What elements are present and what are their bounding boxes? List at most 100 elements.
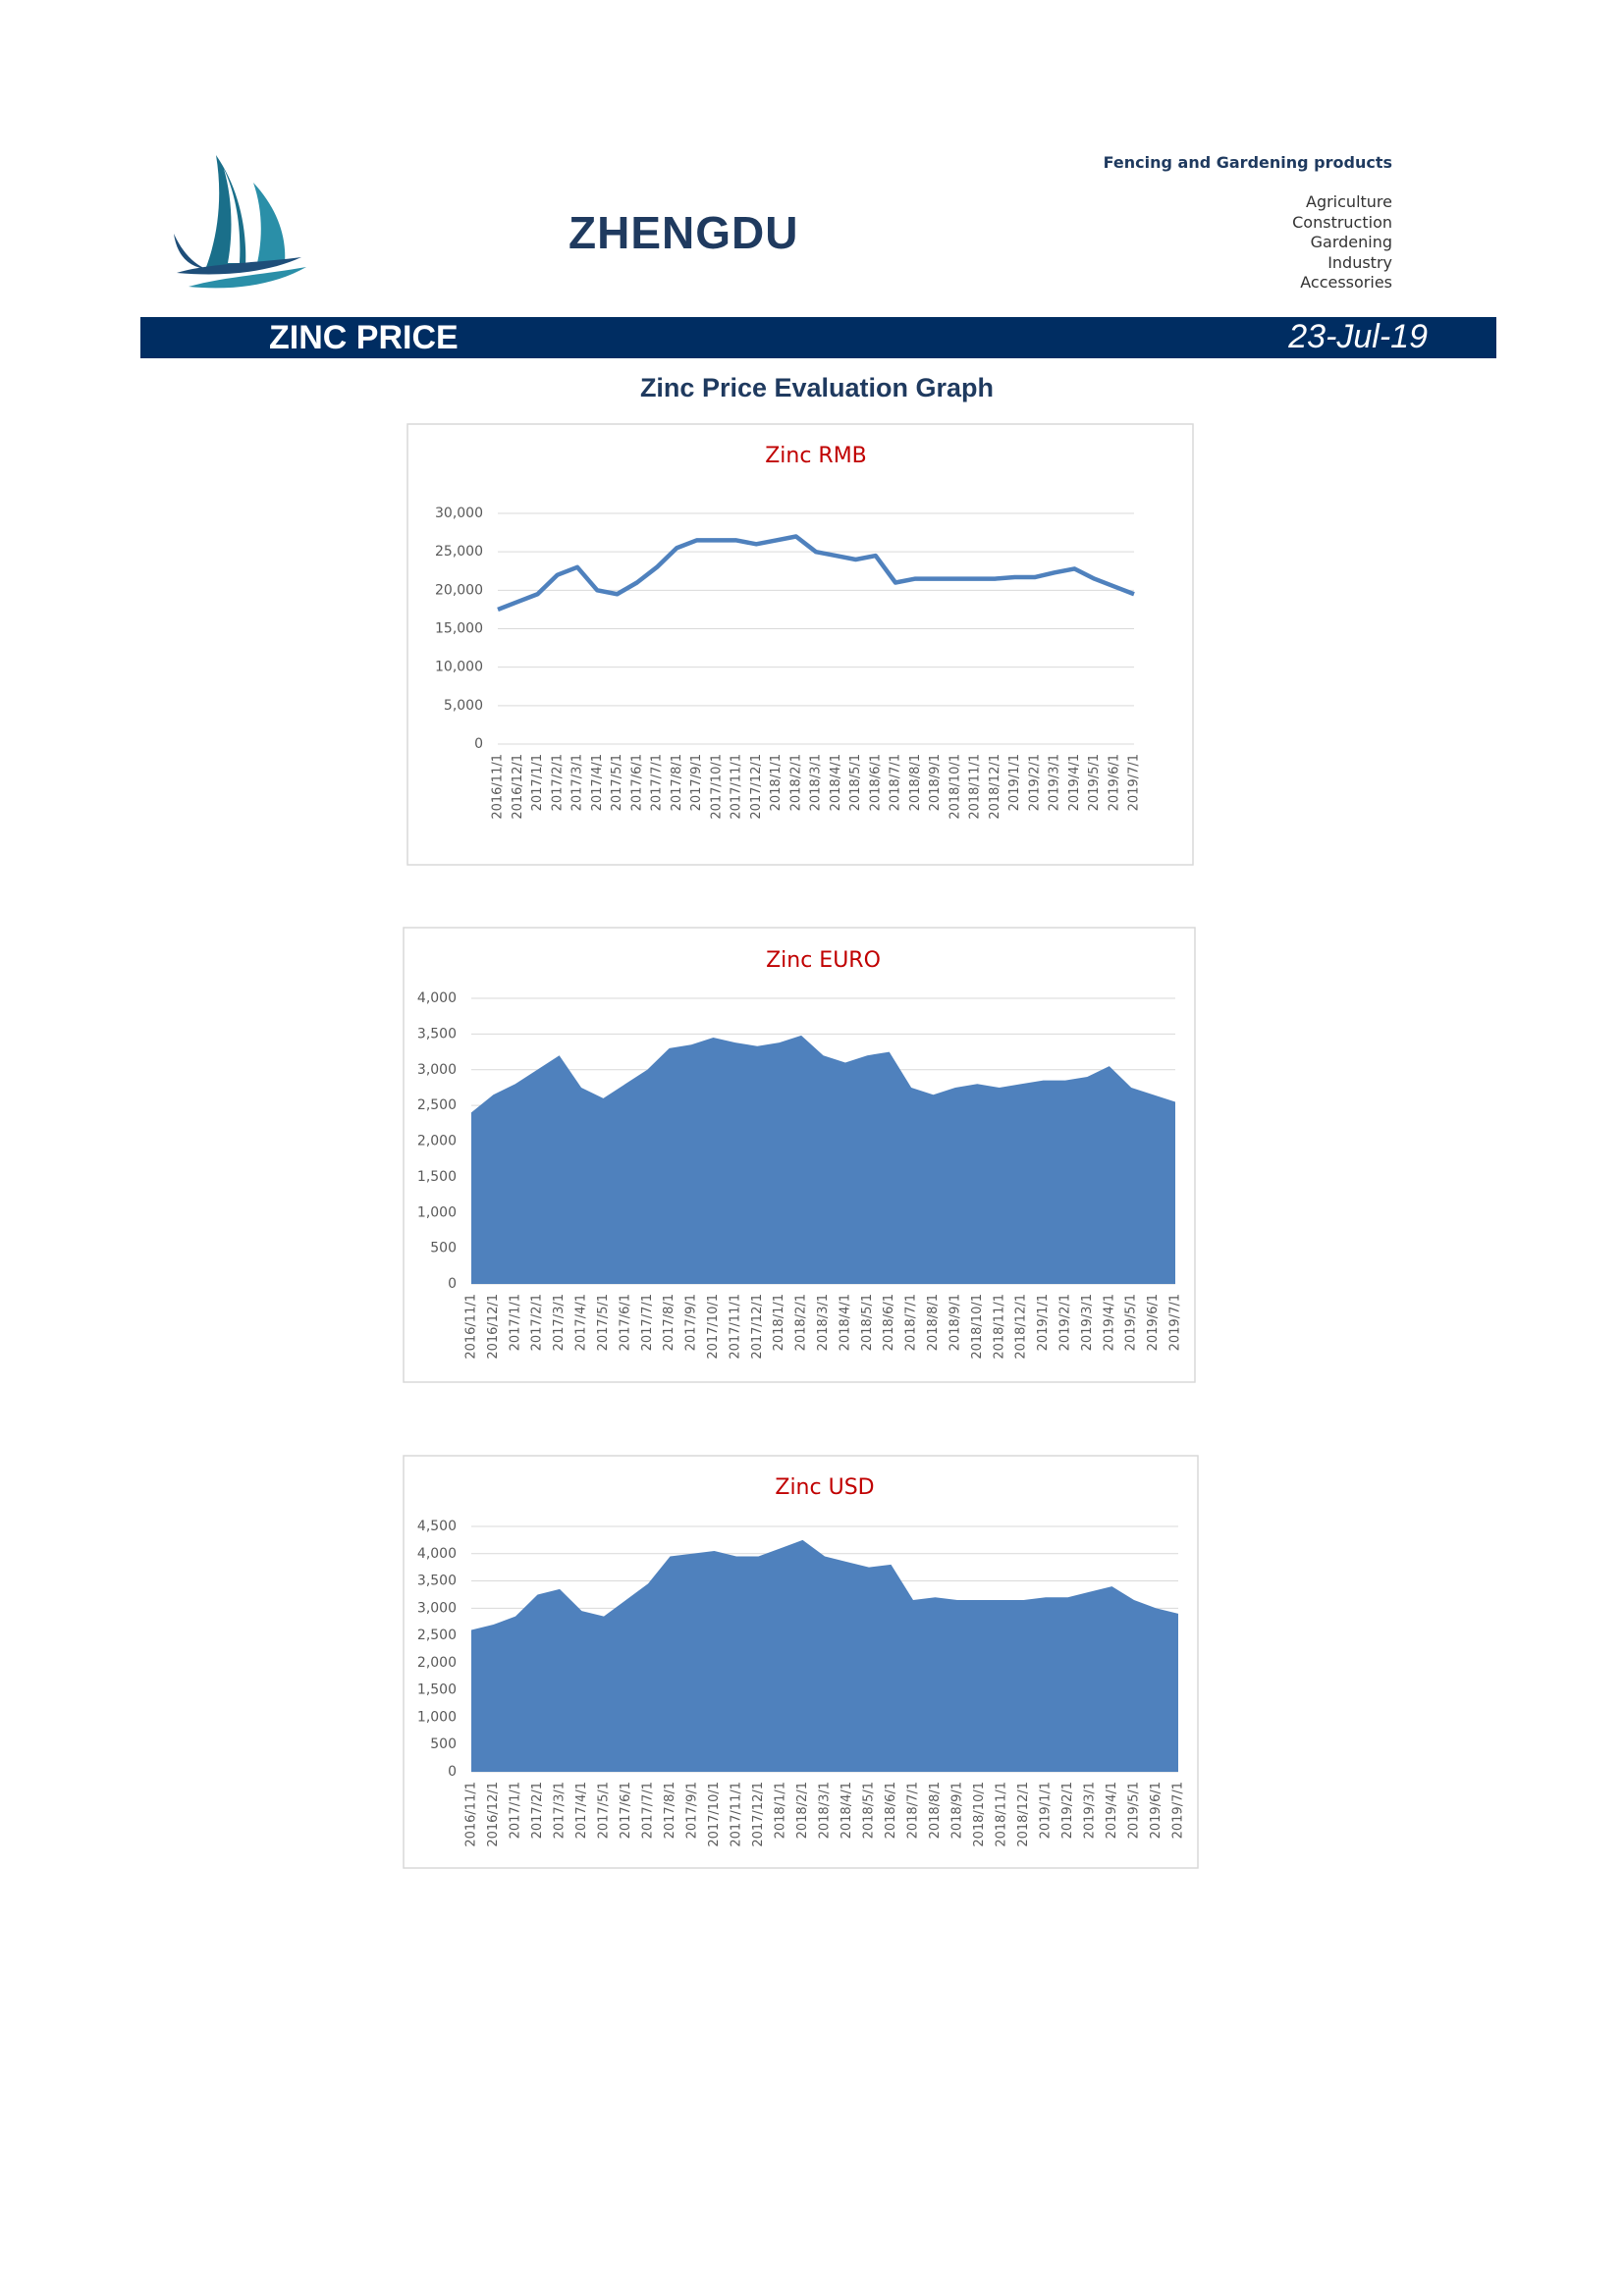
banner: ZINC PRICE 23-Jul-19 (140, 317, 1496, 358)
x-tick-label: 2018/10/1 (972, 1782, 987, 1847)
x-tick-label: 2018/1/1 (774, 1782, 788, 1839)
x-tick-label: 2019/5/1 (1127, 1782, 1142, 1839)
tagline: Fencing and Gardening products (1103, 153, 1392, 172)
x-tick-label: 2018/12/1 (988, 754, 1002, 820)
y-tick-label: 30,000 (435, 506, 483, 521)
x-tick-label: 2017/8/1 (670, 754, 684, 811)
x-tick-label: 2019/6/1 (1146, 1294, 1161, 1351)
x-tick-label: 2018/9/1 (947, 1294, 962, 1351)
x-tick-label: 2017/9/1 (685, 1782, 700, 1839)
y-tick-label: 3,500 (417, 1026, 457, 1041)
x-tick-label: 2017/1/1 (509, 1782, 523, 1839)
x-tick-label: 2019/1/1 (1039, 1782, 1054, 1839)
x-tick-label: 2018/2/1 (794, 1294, 809, 1351)
x-tick-label: 2018/2/1 (788, 754, 803, 811)
x-tick-label: 2017/10/1 (707, 1782, 722, 1847)
y-tick-label: 25,000 (435, 544, 483, 560)
x-tick-label: 2017/4/1 (574, 1294, 589, 1351)
x-tick-label: 2018/2/1 (795, 1782, 810, 1839)
product-list: Agriculture Construction Gardening Industry… (1292, 192, 1392, 294)
x-tick-label: 2018/4/1 (839, 1782, 854, 1839)
y-tick-label: 3,000 (417, 1600, 457, 1616)
x-tick-label: 2019/1/1 (1007, 754, 1022, 811)
x-tick-label: 2018/12/1 (1014, 1294, 1029, 1360)
x-tick-label: 2018/10/1 (947, 754, 962, 820)
x-tick-label: 2017/12/1 (751, 1782, 766, 1847)
y-tick-label: 500 (430, 1241, 457, 1256)
x-tick-label: 2019/3/1 (1048, 754, 1062, 811)
y-tick-label: 2,500 (417, 1628, 457, 1643)
x-tick-label: 2018/5/1 (860, 1294, 875, 1351)
y-tick-label: 1,000 (417, 1204, 457, 1220)
product: Agriculture (1306, 192, 1392, 211)
x-tick-label: 2018/7/1 (904, 1294, 919, 1351)
x-tick-label: 2019/2/1 (1027, 754, 1042, 811)
x-tick-label: 2018/7/1 (889, 754, 903, 811)
chart-title: Zinc USD (775, 1475, 874, 1500)
y-tick-label: 2,000 (417, 1134, 457, 1149)
banner-title: ZINC PRICE (269, 319, 459, 356)
x-tick-label: 2017/8/1 (662, 1294, 677, 1351)
chart-frame (406, 423, 1194, 866)
product: Industry (1327, 252, 1392, 272)
y-tick-label: 4,500 (417, 1519, 457, 1534)
chart-title: Zinc RMB (765, 444, 867, 468)
y-tick-label: 20,000 (435, 582, 483, 598)
x-tick-label: 2016/11/1 (491, 754, 506, 820)
y-tick-label: 1,500 (417, 1682, 457, 1698)
x-tick-label: 2017/11/1 (730, 754, 744, 820)
y-tick-label: 10,000 (435, 660, 483, 675)
x-tick-label: 2019/4/1 (1067, 754, 1082, 811)
x-tick-label: 2018/4/1 (838, 1294, 852, 1351)
x-tick-label: 2017/8/1 (663, 1782, 677, 1839)
x-tick-label: 2017/11/1 (728, 1294, 742, 1360)
x-tick-label: 2017/2/1 (530, 1294, 545, 1351)
x-tick-label: 2018/1/1 (772, 1294, 786, 1351)
x-tick-label: 2019/7/1 (1168, 1294, 1183, 1351)
x-tick-label: 2018/8/1 (908, 754, 923, 811)
y-tick-label: 4,000 (417, 990, 457, 1006)
x-tick-label: 2018/3/1 (818, 1782, 833, 1839)
y-tick-label: 3,000 (417, 1062, 457, 1078)
x-tick-label: 2017/9/1 (684, 1294, 699, 1351)
x-tick-label: 2016/12/1 (511, 754, 525, 820)
x-tick-label: 2018/5/1 (862, 1782, 877, 1839)
x-tick-label: 2019/6/1 (1107, 754, 1121, 811)
banner-date: 23-Jul-19 (1288, 318, 1428, 355)
x-tick-label: 2017/10/1 (706, 1294, 721, 1360)
y-tick-label: 5,000 (444, 698, 483, 714)
y-tick-label: 15,000 (435, 621, 483, 637)
x-tick-label: 2017/2/1 (530, 1782, 545, 1839)
y-tick-label: 0 (448, 1276, 457, 1292)
x-tick-label: 2017/4/1 (590, 754, 605, 811)
x-tick-label: 2016/12/1 (486, 1294, 501, 1360)
x-tick-label: 2019/3/1 (1083, 1782, 1098, 1839)
x-tick-label: 2019/2/1 (1057, 1294, 1072, 1351)
x-tick-label: 2016/11/1 (464, 1782, 479, 1847)
x-tick-label: 2018/9/1 (928, 754, 943, 811)
x-tick-label: 2017/7/1 (650, 754, 665, 811)
y-tick-label: 4,000 (417, 1546, 457, 1562)
x-tick-label: 2017/1/1 (508, 1294, 522, 1351)
x-tick-label: 2017/5/1 (610, 754, 624, 811)
x-tick-label: 2018/12/1 (1016, 1782, 1031, 1847)
x-tick-label: 2019/4/1 (1102, 1294, 1116, 1351)
x-tick-label: 2017/11/1 (730, 1782, 744, 1847)
product: Gardening (1310, 233, 1392, 252)
y-tick-label: 1,500 (417, 1169, 457, 1185)
x-tick-label: 2017/12/1 (750, 1294, 765, 1360)
x-tick-label: 2017/12/1 (749, 754, 764, 820)
x-tick-label: 2017/6/1 (619, 1782, 633, 1839)
heading: Zinc Price Evaluation Graph (639, 373, 995, 402)
x-tick-label: 2018/3/1 (809, 754, 824, 811)
x-tick-label: 2019/2/1 (1060, 1782, 1075, 1839)
x-tick-label: 2017/2/1 (550, 754, 565, 811)
x-tick-label: 2017/7/1 (640, 1294, 655, 1351)
x-tick-label: 2017/1/1 (530, 754, 545, 811)
x-tick-label: 2017/3/1 (552, 1294, 567, 1351)
x-tick-label: 2017/7/1 (641, 1782, 656, 1839)
chart-title: Zinc EURO (766, 948, 881, 973)
x-tick-label: 2018/6/1 (882, 1294, 896, 1351)
x-tick-label: 2018/3/1 (816, 1294, 831, 1351)
company-name: ZHENGDU (568, 207, 799, 258)
